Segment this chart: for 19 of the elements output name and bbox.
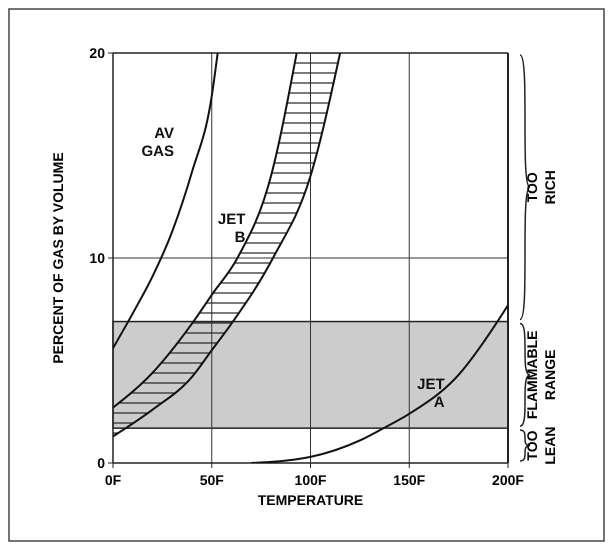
x-tick-label: 50F bbox=[200, 472, 224, 488]
band-label: FLAMMABLE RANGE bbox=[524, 330, 558, 420]
text: TOO RICH bbox=[524, 170, 558, 204]
y-tick-label: 10 bbox=[89, 250, 106, 266]
text: TOO LEAN bbox=[524, 426, 558, 465]
x-axis-title: TEMPERATURE bbox=[258, 492, 364, 508]
y-tick-label: 20 bbox=[89, 45, 106, 61]
line-series bbox=[113, 53, 219, 350]
x-tick-label: 0F bbox=[104, 472, 122, 488]
line-series bbox=[113, 53, 298, 409]
x-tick-label: 100F bbox=[294, 472, 327, 488]
x-tick-label: 150F bbox=[393, 472, 426, 488]
series-label: JET A bbox=[417, 376, 445, 411]
series-label: JET B bbox=[218, 211, 246, 246]
series-label: AV GAS bbox=[141, 124, 174, 160]
x-tick-label: 200F bbox=[492, 472, 524, 488]
y-tick-label: 0 bbox=[97, 455, 106, 471]
y-axis-title: PERCENT OF GAS BY VOLUME bbox=[50, 152, 66, 364]
line-series bbox=[250, 304, 508, 463]
